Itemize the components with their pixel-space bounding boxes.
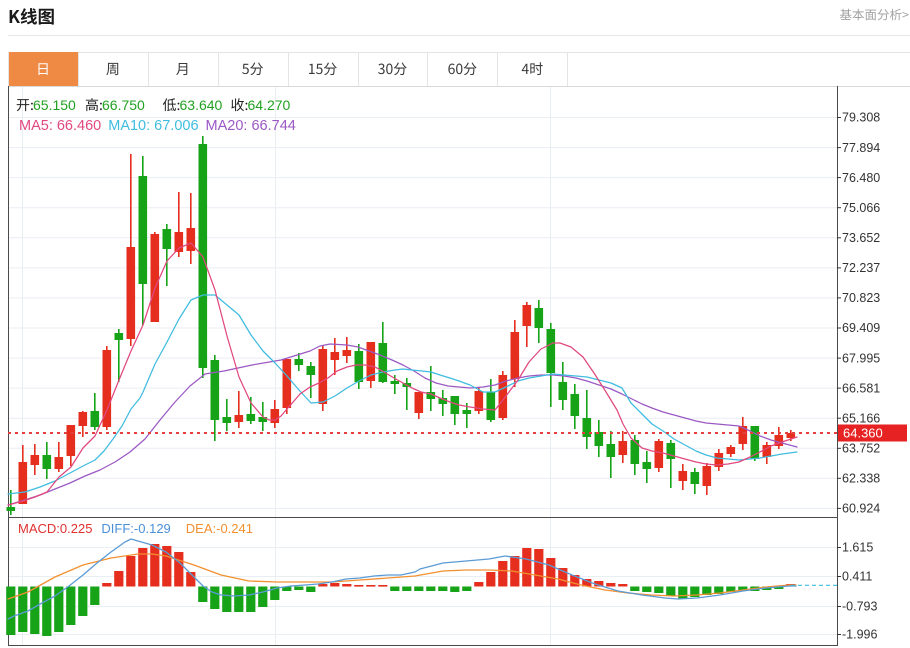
svg-text:70.823: 70.823 <box>842 291 880 305</box>
svg-text:0.411: 0.411 <box>842 570 872 584</box>
svg-text:-1.996: -1.996 <box>842 628 877 642</box>
svg-text:66.581: 66.581 <box>842 381 880 395</box>
svg-text:60.924: 60.924 <box>842 502 880 516</box>
svg-text:63.752: 63.752 <box>842 442 880 456</box>
svg-text:66.750: 66.750 <box>102 97 145 113</box>
svg-text:1.615: 1.615 <box>842 541 873 555</box>
svg-text:76.480: 76.480 <box>842 171 880 185</box>
svg-text:-0.793: -0.793 <box>842 600 877 614</box>
svg-text:67.995: 67.995 <box>842 351 880 365</box>
svg-text:64.360: 64.360 <box>843 426 883 441</box>
svg-text:63.640: 63.640 <box>180 97 223 113</box>
svg-text:73.652: 73.652 <box>842 231 880 245</box>
svg-text:75.066: 75.066 <box>842 201 880 215</box>
svg-text:69.409: 69.409 <box>842 321 880 335</box>
svg-text:64.270: 64.270 <box>248 97 291 113</box>
svg-text:65.166: 65.166 <box>842 411 880 425</box>
svg-text:72.237: 72.237 <box>842 261 880 275</box>
svg-text:79.308: 79.308 <box>842 111 880 125</box>
svg-text:77.894: 77.894 <box>842 141 880 155</box>
svg-text:65.150: 65.150 <box>33 97 76 113</box>
svg-text:62.338: 62.338 <box>842 472 880 486</box>
